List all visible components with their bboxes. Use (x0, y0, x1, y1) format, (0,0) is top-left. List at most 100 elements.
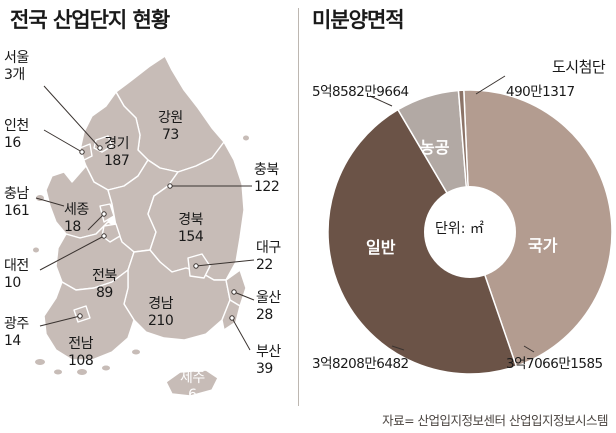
region-name: 대구 (256, 240, 281, 256)
region-label-chungnam: 충남 161 (4, 186, 30, 220)
leader-lines (35, 85, 255, 351)
leader-dot (167, 183, 173, 189)
region-name: 전북 (92, 268, 117, 284)
region-label-jeju: 제주 6 (180, 370, 205, 404)
leader-line-nonggong (369, 95, 393, 107)
segment-label-gukga: 국가 (528, 236, 558, 255)
region-count: 161 (4, 203, 30, 219)
island-shape (132, 349, 140, 355)
leader-line-daejeon (39, 235, 105, 271)
region-count: 73 (161, 127, 179, 143)
region-label-gyeongnam: 경남 210 (148, 296, 174, 330)
region-label-sejong: 세종 18 (64, 202, 89, 236)
region-label-incheon: 인천 16 (4, 118, 29, 152)
unit-label: 단위: ㎡ (435, 221, 484, 237)
region-shape-sejong (99, 203, 115, 223)
region-name: 경기 (104, 136, 129, 152)
region-label-jeonnam: 전남 108 (68, 336, 94, 370)
region-count: 14 (4, 333, 21, 349)
region-name: 전남 (68, 336, 93, 352)
leader-dot (79, 149, 85, 155)
segment-label-nonggong: 농공 (420, 138, 450, 157)
region-name: 충북 (254, 162, 279, 178)
region-label-ulsan: 울산 28 (256, 290, 281, 324)
region-shape-gwangju (73, 305, 91, 323)
value-leaders (369, 75, 535, 353)
value-label-dosi-name: 도시첨단 (552, 58, 606, 76)
leader-dot (229, 315, 235, 321)
leader-dots (77, 145, 237, 321)
island-shape (77, 369, 87, 375)
leader-line-dosi (475, 75, 506, 95)
region-count: 22 (256, 257, 273, 273)
map-regions (43, 55, 247, 397)
region-count: 16 (4, 135, 21, 151)
region-shape-ulsan (225, 269, 247, 307)
leader-dot (193, 263, 199, 269)
chart-title: 미분양면적 (312, 8, 405, 32)
region-label-jeonbuk: 전북 89 (92, 268, 117, 302)
leader-line-chungnam (35, 197, 65, 207)
region-count: 122 (254, 179, 280, 195)
island-shape (35, 359, 45, 365)
panel-divider (298, 8, 299, 406)
region-name: 서울 (4, 50, 29, 66)
leader-dot (77, 313, 83, 319)
leader-line-incheon (43, 129, 83, 153)
value-label-ilban: 3억8208만6482 (312, 356, 409, 372)
region-label-gwangju: 광주 14 (4, 316, 29, 350)
source-note: 자료= 산업입지정보센터 산업입지정보시스템 (382, 413, 608, 428)
region-label-daegu: 대구 22 (256, 240, 281, 274)
leader-line-gwangju (39, 315, 81, 327)
region-label-daejeon: 대전 10 (4, 258, 29, 292)
region-count: 154 (178, 229, 204, 245)
value-label-gukga: 3억7066만1585 (506, 356, 603, 372)
region-name: 인천 (4, 118, 29, 134)
region-count: 108 (68, 353, 94, 369)
value-label-nonggong: 5억8582만9664 (312, 84, 409, 100)
island-shape (102, 365, 110, 371)
region-shape-jeju (165, 369, 219, 397)
leader-line-daegu (195, 259, 255, 267)
region-name: 부산 (256, 344, 281, 360)
leader-line-busan (231, 317, 251, 351)
region-count: 210 (148, 313, 174, 329)
region-name: 충남 (4, 186, 29, 202)
korea-map (33, 55, 255, 397)
region-label-chungbuk: 충북 122 (254, 162, 280, 196)
donut-hole (424, 186, 516, 278)
donut-segment-0 (463, 89, 613, 368)
leader-line-sejong (87, 213, 105, 231)
donut-segment-1 (327, 108, 518, 375)
region-label-seoul: 서울 3개 (4, 50, 29, 84)
segment-label-ilban: 일반 (366, 238, 396, 257)
region-name: 경남 (148, 296, 173, 312)
leader-line-gukga (523, 345, 535, 353)
island-shape (33, 247, 39, 253)
leader-line-ilban (391, 345, 405, 351)
island-shape (54, 369, 62, 375)
region-name: 강원 (158, 110, 183, 126)
region-name: 세종 (64, 202, 89, 218)
region-count: 18 (64, 219, 81, 235)
region-label-gyeonggi: 경기 187 (104, 136, 130, 170)
map-islands (33, 135, 249, 375)
leader-dot (101, 211, 107, 217)
region-count: 89 (95, 285, 113, 301)
region-label-busan: 부산 39 (256, 344, 281, 378)
region-name: 경북 (178, 212, 203, 228)
region-count: 6 (188, 387, 197, 403)
donut-chart (327, 75, 613, 375)
region-name: 광주 (4, 316, 29, 332)
region-count: 39 (256, 361, 273, 377)
region-count: 3개 (4, 67, 25, 83)
region-shape-incheon (79, 143, 93, 161)
leader-dot (101, 233, 107, 239)
map-title: 전국 산업단지 현황 (10, 8, 170, 32)
leader-line-ulsan (233, 291, 255, 301)
region-count: 28 (256, 307, 273, 323)
leader-dot (231, 289, 237, 295)
leader-line-seoul (43, 85, 101, 149)
region-name: 제주 (180, 370, 205, 386)
value-label-dosi: 490만1317 (506, 84, 575, 100)
